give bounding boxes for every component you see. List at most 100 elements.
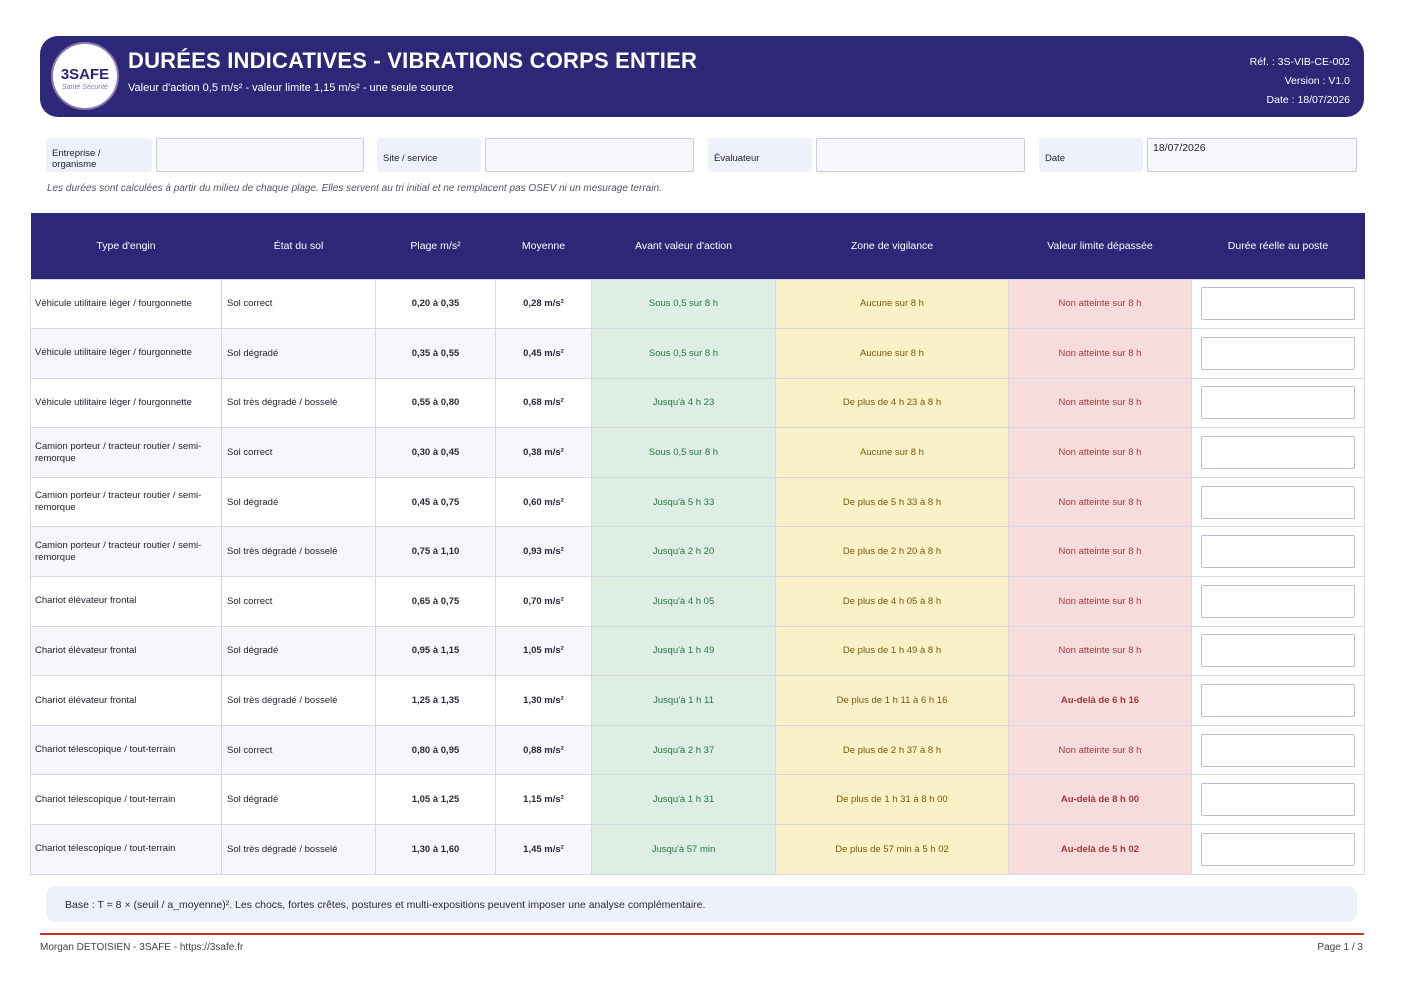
- cell-engin: Chariot élévateur frontal: [30, 576, 222, 627]
- evaluateur-label: Évaluateur: [708, 138, 812, 172]
- cell-duree: [1191, 625, 1365, 677]
- document-version: Version : V1.0: [1284, 75, 1350, 87]
- cell-plage: 0,35 à 0,55: [375, 328, 496, 379]
- company-logo: 3SAFE Santé Sécurité: [51, 42, 119, 110]
- cell-moyenne: 0,45 m/s²: [495, 328, 592, 379]
- site-field[interactable]: [485, 138, 694, 172]
- cell-engin: Chariot élévateur frontal: [30, 625, 222, 677]
- header-engin: Type d'engin: [30, 213, 222, 279]
- table-row: Véhicule utilitaire léger / fourgonnette…: [30, 377, 1365, 429]
- cell-plage: 0,20 à 0,35: [375, 278, 496, 330]
- cell-duree: [1191, 377, 1365, 429]
- duree-input[interactable]: [1201, 287, 1355, 321]
- table-body: Véhicule utilitaire léger / fourgonnette…: [30, 278, 1365, 875]
- cell-moyenne: 0,88 m/s²: [495, 724, 592, 776]
- cell-action: Jusqu'à 57 min: [591, 824, 776, 875]
- cell-engin: Chariot télescopique / tout-terrain: [30, 724, 222, 776]
- table-row: Chariot élévateur frontal Sol très dégrad…: [30, 675, 1365, 726]
- cell-sol: Sol dégradé: [221, 328, 376, 379]
- cell-moyenne: 0,60 m/s²: [495, 476, 592, 528]
- cell-action: Jusqu'à 1 h 11: [591, 675, 776, 726]
- cell-vigilance: De plus de 1 h 31 à 8 h 00: [775, 774, 1009, 826]
- cell-plage: 1,30 à 1,60: [375, 824, 496, 875]
- duree-input[interactable]: [1201, 436, 1355, 470]
- header-limite: Valeur limite dépassée: [1008, 213, 1192, 279]
- header-duree: Durée réelle au poste: [1191, 213, 1365, 279]
- table-row: Chariot élévateur frontal Sol dégradé 0,95…: [30, 625, 1365, 677]
- page-number: Page 1 / 3: [1317, 942, 1363, 953]
- durations-table: Type d'engin État du sol Plage m/s² Moye…: [30, 213, 1365, 875]
- cell-plage: 1,05 à 1,25: [375, 774, 496, 826]
- cell-limite: Non atteinte sur 8 h: [1008, 427, 1192, 478]
- cell-plage: 0,65 à 0,75: [375, 576, 496, 627]
- table-row: Camion porteur / tracteur routier / semi…: [30, 526, 1365, 578]
- cell-limite: Au-delà de 6 h 16: [1008, 675, 1192, 726]
- cell-duree: [1191, 278, 1365, 330]
- cell-vigilance: De plus de 4 h 05 à 8 h: [775, 576, 1009, 627]
- cell-action: Sous 0,5 sur 8 h: [591, 278, 776, 330]
- entreprise-field[interactable]: [156, 138, 364, 172]
- cell-engin: Chariot télescopique / tout-terrain: [30, 824, 222, 875]
- duree-input[interactable]: [1201, 336, 1355, 370]
- cell-action: Jusqu'à 4 h 05: [591, 576, 776, 627]
- cell-sol: Sol dégradé: [221, 476, 376, 528]
- cell-engin: Véhicule utilitaire léger / fourgonnette: [30, 377, 222, 429]
- duree-input[interactable]: [1201, 783, 1355, 817]
- duree-input[interactable]: [1201, 485, 1355, 519]
- entreprise-label: Entreprise / organisme: [46, 138, 152, 172]
- table-header-row: Type d'engin État du sol Plage m/s² Moye…: [30, 213, 1365, 279]
- duree-input[interactable]: [1201, 535, 1355, 569]
- table-row: Camion porteur / tracteur routier / semi…: [30, 427, 1365, 478]
- calculation-note: Les durées sont calculées à partir du mi…: [47, 183, 662, 194]
- cell-sol: Sol correct: [221, 724, 376, 776]
- cell-moyenne: 1,30 m/s²: [495, 675, 592, 726]
- footer-divider: [40, 933, 1364, 935]
- cell-limite: Non atteinte sur 8 h: [1008, 576, 1192, 627]
- cell-duree: [1191, 724, 1365, 776]
- cell-moyenne: 0,28 m/s²: [495, 278, 592, 330]
- table-row: Chariot élévateur frontal Sol correct 0,65…: [30, 576, 1365, 627]
- cell-action: Jusqu'à 1 h 31: [591, 774, 776, 826]
- footer-author: Morgan DETOISIEN - 3SAFE - https://3safe…: [40, 942, 244, 953]
- duree-input[interactable]: [1201, 386, 1355, 420]
- cell-sol: Sol correct: [221, 427, 376, 478]
- info-row: Entreprise / organisme Site / service Év…: [46, 138, 1358, 172]
- cell-limite: Non atteinte sur 8 h: [1008, 328, 1192, 379]
- cell-action: Jusqu'à 4 h 23: [591, 377, 776, 429]
- cell-engin: Chariot télescopique / tout-terrain: [30, 774, 222, 826]
- duree-input[interactable]: [1201, 832, 1355, 866]
- duree-input[interactable]: [1201, 584, 1355, 618]
- cell-limite: Au-delà de 8 h 00: [1008, 774, 1192, 826]
- cell-limite: Non atteinte sur 8 h: [1008, 476, 1192, 528]
- cell-engin: Véhicule utilitaire léger / fourgonnette: [30, 328, 222, 379]
- cell-vigilance: De plus de 2 h 20 à 8 h: [775, 526, 1009, 578]
- evaluateur-field[interactable]: [816, 138, 1025, 172]
- cell-moyenne: 1,15 m/s²: [495, 774, 592, 826]
- cell-engin: Véhicule utilitaire léger / fourgonnette: [30, 278, 222, 330]
- cell-sol: Sol très dégradé / bosselé: [221, 526, 376, 578]
- duree-input[interactable]: [1201, 684, 1355, 718]
- page-subtitle: Valeur d'action 0,5 m/s² - valeur limite…: [128, 82, 454, 94]
- document-ref: Réf. : 3S-VIB-CE-002: [1249, 56, 1350, 68]
- table-row: Véhicule utilitaire léger / fourgonnette…: [30, 328, 1365, 379]
- cell-sol: Sol correct: [221, 278, 376, 330]
- cell-moyenne: 0,38 m/s²: [495, 427, 592, 478]
- cell-plage: 1,25 à 1,35: [375, 675, 496, 726]
- duree-input[interactable]: [1201, 733, 1355, 767]
- cell-duree: [1191, 675, 1365, 726]
- header-plage: Plage m/s²: [375, 213, 496, 279]
- document-meta: Réf. : 3S-VIB-CE-002 Version : V1.0 Date…: [1250, 53, 1350, 110]
- cell-plage: 0,80 à 0,95: [375, 724, 496, 776]
- table-row: Chariot télescopique / tout-terrain Sol d…: [30, 774, 1365, 826]
- cell-vigilance: De plus de 2 h 37 à 8 h: [775, 724, 1009, 776]
- cell-vigilance: De plus de 5 h 33 à 8 h: [775, 476, 1009, 528]
- cell-limite: Non atteinte sur 8 h: [1008, 377, 1192, 429]
- site-label: Site / service: [377, 138, 481, 172]
- duree-input[interactable]: [1201, 634, 1355, 668]
- date-field[interactable]: 18/07/2026: [1147, 138, 1357, 172]
- cell-vigilance: Aucune sur 8 h: [775, 278, 1009, 330]
- cell-plage: 0,30 à 0,45: [375, 427, 496, 478]
- cell-action: Sous 0,5 sur 8 h: [591, 427, 776, 478]
- cell-engin: Chariot élévateur frontal: [30, 675, 222, 726]
- cell-action: Jusqu'à 1 h 49: [591, 625, 776, 677]
